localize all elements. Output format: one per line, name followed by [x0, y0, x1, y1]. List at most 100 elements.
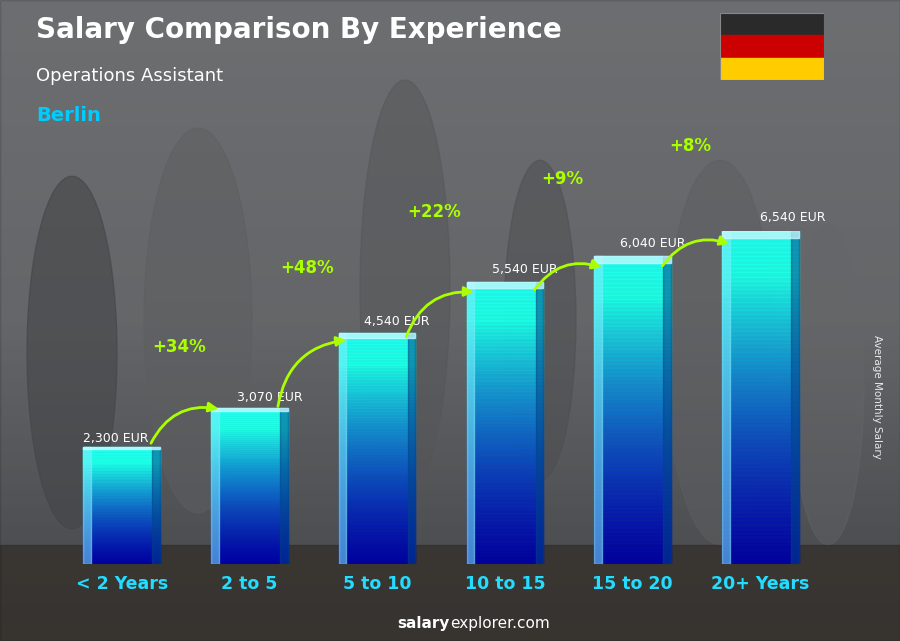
Bar [466, 367, 544, 370]
Bar [212, 419, 288, 421]
Bar [84, 532, 160, 533]
Bar [722, 522, 798, 527]
Bar [212, 435, 288, 437]
Bar [722, 397, 798, 401]
Bar [594, 491, 670, 495]
Bar [594, 349, 670, 353]
Text: Salary Comparison By Experience: Salary Comparison By Experience [36, 16, 562, 44]
Bar [84, 522, 160, 523]
Bar [466, 433, 544, 437]
Bar [722, 393, 798, 397]
Bar [466, 476, 544, 479]
Bar [84, 478, 160, 479]
Bar [466, 490, 544, 494]
Bar [212, 451, 288, 453]
Bar [722, 560, 798, 564]
Bar [212, 558, 288, 560]
Bar [84, 539, 160, 540]
Bar [338, 506, 416, 509]
Bar [594, 506, 670, 510]
Bar [594, 337, 670, 341]
Bar [722, 260, 798, 264]
Bar [84, 474, 160, 476]
Bar [466, 395, 544, 398]
Bar [594, 503, 670, 506]
Bar [338, 362, 416, 365]
Bar [212, 529, 288, 531]
Bar [212, 480, 288, 482]
Bar [466, 451, 544, 454]
Bar [466, 292, 544, 296]
Bar [594, 510, 670, 514]
Bar [84, 513, 160, 514]
Bar [466, 324, 544, 328]
Bar [212, 546, 288, 549]
Bar [152, 447, 160, 564]
Ellipse shape [666, 160, 774, 545]
Bar [212, 535, 288, 537]
Bar [84, 507, 160, 508]
Bar [338, 370, 416, 373]
Bar [594, 276, 670, 279]
Bar [594, 287, 670, 291]
Bar [594, 395, 670, 399]
Bar [212, 425, 288, 427]
Bar [338, 457, 416, 460]
Bar [466, 391, 544, 395]
Bar [338, 445, 416, 449]
Bar [84, 555, 160, 557]
Bar [722, 276, 798, 281]
Bar [594, 326, 670, 329]
Bar [212, 497, 288, 499]
Bar [722, 297, 798, 302]
Bar [722, 256, 798, 260]
Bar [722, 281, 798, 285]
Bar [84, 546, 160, 548]
Bar [722, 543, 798, 547]
Bar [466, 497, 544, 501]
Bar [212, 423, 288, 425]
Bar [466, 539, 544, 543]
Bar [722, 306, 798, 310]
Bar [722, 243, 798, 247]
Bar [338, 373, 416, 376]
Bar [84, 549, 160, 551]
Bar [212, 484, 288, 486]
Bar [338, 541, 416, 544]
Bar [466, 303, 544, 306]
Bar [536, 282, 544, 564]
Bar [212, 466, 288, 468]
Bar [466, 458, 544, 462]
Bar [722, 531, 798, 535]
Bar [594, 303, 670, 306]
Bar [722, 501, 798, 506]
Text: 3,070 EUR: 3,070 EUR [237, 392, 302, 404]
Bar [212, 542, 288, 544]
Bar [466, 440, 544, 444]
Bar [338, 344, 416, 347]
Bar [212, 533, 288, 535]
Bar [466, 462, 544, 465]
Text: salary: salary [398, 617, 450, 631]
Bar [84, 504, 160, 506]
Bar [84, 483, 160, 485]
Bar [722, 372, 798, 377]
Bar [212, 453, 288, 454]
Bar [722, 247, 798, 252]
Bar [594, 322, 670, 326]
Bar [338, 497, 416, 501]
Bar [338, 353, 416, 356]
Bar [466, 454, 544, 458]
Bar [722, 556, 798, 560]
Bar [84, 530, 160, 532]
Bar [212, 437, 288, 439]
Bar [466, 553, 544, 557]
Bar [466, 398, 544, 402]
Bar [338, 419, 416, 422]
Bar [338, 437, 416, 440]
Bar [338, 547, 416, 549]
Text: +9%: +9% [541, 170, 583, 188]
Bar [338, 518, 416, 520]
Bar [338, 448, 416, 451]
Bar [212, 413, 288, 415]
